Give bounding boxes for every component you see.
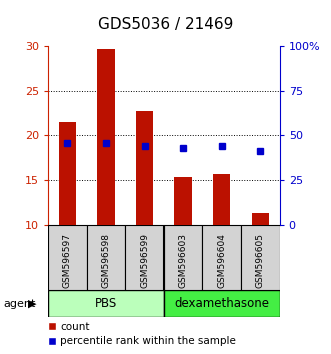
Bar: [87, 225, 125, 290]
Text: GSM596598: GSM596598: [101, 233, 111, 288]
Bar: [174, 177, 192, 225]
Bar: [48, 225, 87, 290]
Text: GSM596604: GSM596604: [217, 233, 226, 288]
Text: GSM596597: GSM596597: [63, 233, 72, 288]
Text: dexamethasone: dexamethasone: [174, 297, 269, 310]
Text: GSM596603: GSM596603: [179, 233, 188, 288]
Text: GSM596599: GSM596599: [140, 233, 149, 288]
Bar: [252, 213, 269, 225]
Text: agent: agent: [3, 298, 36, 309]
Bar: [48, 290, 164, 317]
Bar: [136, 111, 153, 225]
Text: GSM596605: GSM596605: [256, 233, 265, 288]
Bar: [125, 225, 164, 290]
Text: PBS: PBS: [95, 297, 117, 310]
Text: GDS5036 / 21469: GDS5036 / 21469: [98, 17, 233, 32]
Bar: [164, 290, 280, 317]
Bar: [203, 225, 241, 290]
Legend: count, percentile rank within the sample: count, percentile rank within the sample: [47, 322, 236, 346]
Bar: [241, 225, 280, 290]
Bar: [59, 122, 76, 225]
Text: ▶: ▶: [28, 298, 37, 309]
Bar: [213, 174, 230, 225]
Bar: [97, 49, 115, 225]
Bar: [164, 225, 203, 290]
